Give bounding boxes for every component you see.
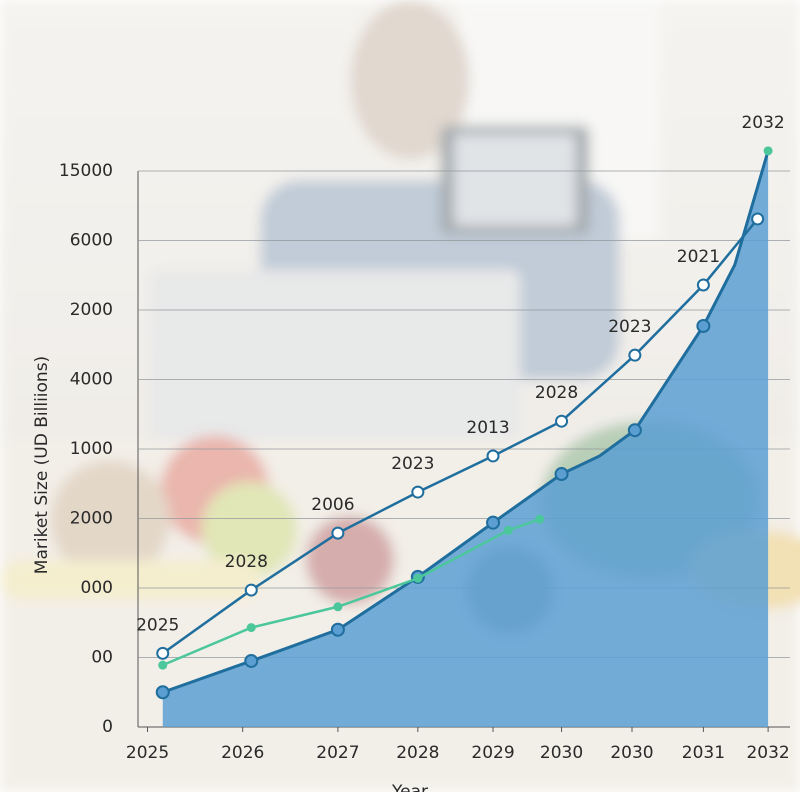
marker [696, 278, 710, 292]
point-label: 2028 [535, 383, 578, 403]
marker [244, 583, 258, 597]
point-label: 2028 [225, 552, 268, 572]
marker [535, 514, 545, 524]
marker [331, 526, 345, 540]
x-tick-label: 2030 [540, 743, 583, 763]
marker [330, 622, 345, 637]
series-line [162, 518, 541, 667]
y-tick-label: 1000 [70, 439, 113, 459]
marker [244, 653, 259, 668]
marker [158, 660, 168, 670]
x-tick-label: 2027 [316, 743, 359, 763]
point-label: 2021 [677, 247, 720, 267]
marker [554, 467, 569, 482]
x-tick-label: 2030 [610, 743, 653, 763]
marker [486, 515, 501, 530]
marker [763, 146, 773, 156]
marker [246, 623, 256, 633]
marker [627, 423, 642, 438]
marker [155, 685, 170, 700]
marker [696, 318, 711, 333]
x-tick-label: 2026 [221, 743, 264, 763]
x-tick-label: 2025 [126, 743, 169, 763]
y-tick-label: 4000 [70, 370, 113, 390]
x-tick-label: 2029 [471, 743, 514, 763]
marker [486, 449, 500, 463]
area [162, 150, 769, 728]
x-axis-label: Year [391, 782, 428, 792]
point-label: 2013 [466, 418, 509, 438]
x-tick-label: 2031 [682, 743, 725, 763]
y-tick-label: 0 [102, 717, 113, 737]
y-tick-label: 2000 [70, 509, 113, 529]
marker [628, 348, 642, 362]
point-label: 2006 [311, 495, 354, 515]
point-label: 2023 [608, 317, 651, 337]
marker [411, 485, 425, 499]
x-tick-label: 2032 [746, 743, 789, 763]
marker [333, 602, 343, 612]
marker [503, 525, 513, 535]
y-tick-label: 000 [81, 578, 113, 598]
y-tick-label: 00 [91, 648, 113, 668]
point-label: 2025 [136, 615, 179, 635]
marker [156, 646, 170, 660]
point-label: 2032 [741, 113, 784, 133]
y-tick-label: 15000 [59, 161, 113, 181]
x-tick-label: 2028 [396, 743, 439, 763]
point-label: 2023 [391, 454, 434, 474]
y-tick-label: 6000 [70, 231, 113, 251]
marker [751, 212, 765, 226]
y-tick-label: 2000 [70, 300, 113, 320]
y-axis-label: Mariket Size (UD Billiions) [32, 356, 52, 574]
marker [413, 573, 423, 583]
marker [555, 414, 569, 428]
